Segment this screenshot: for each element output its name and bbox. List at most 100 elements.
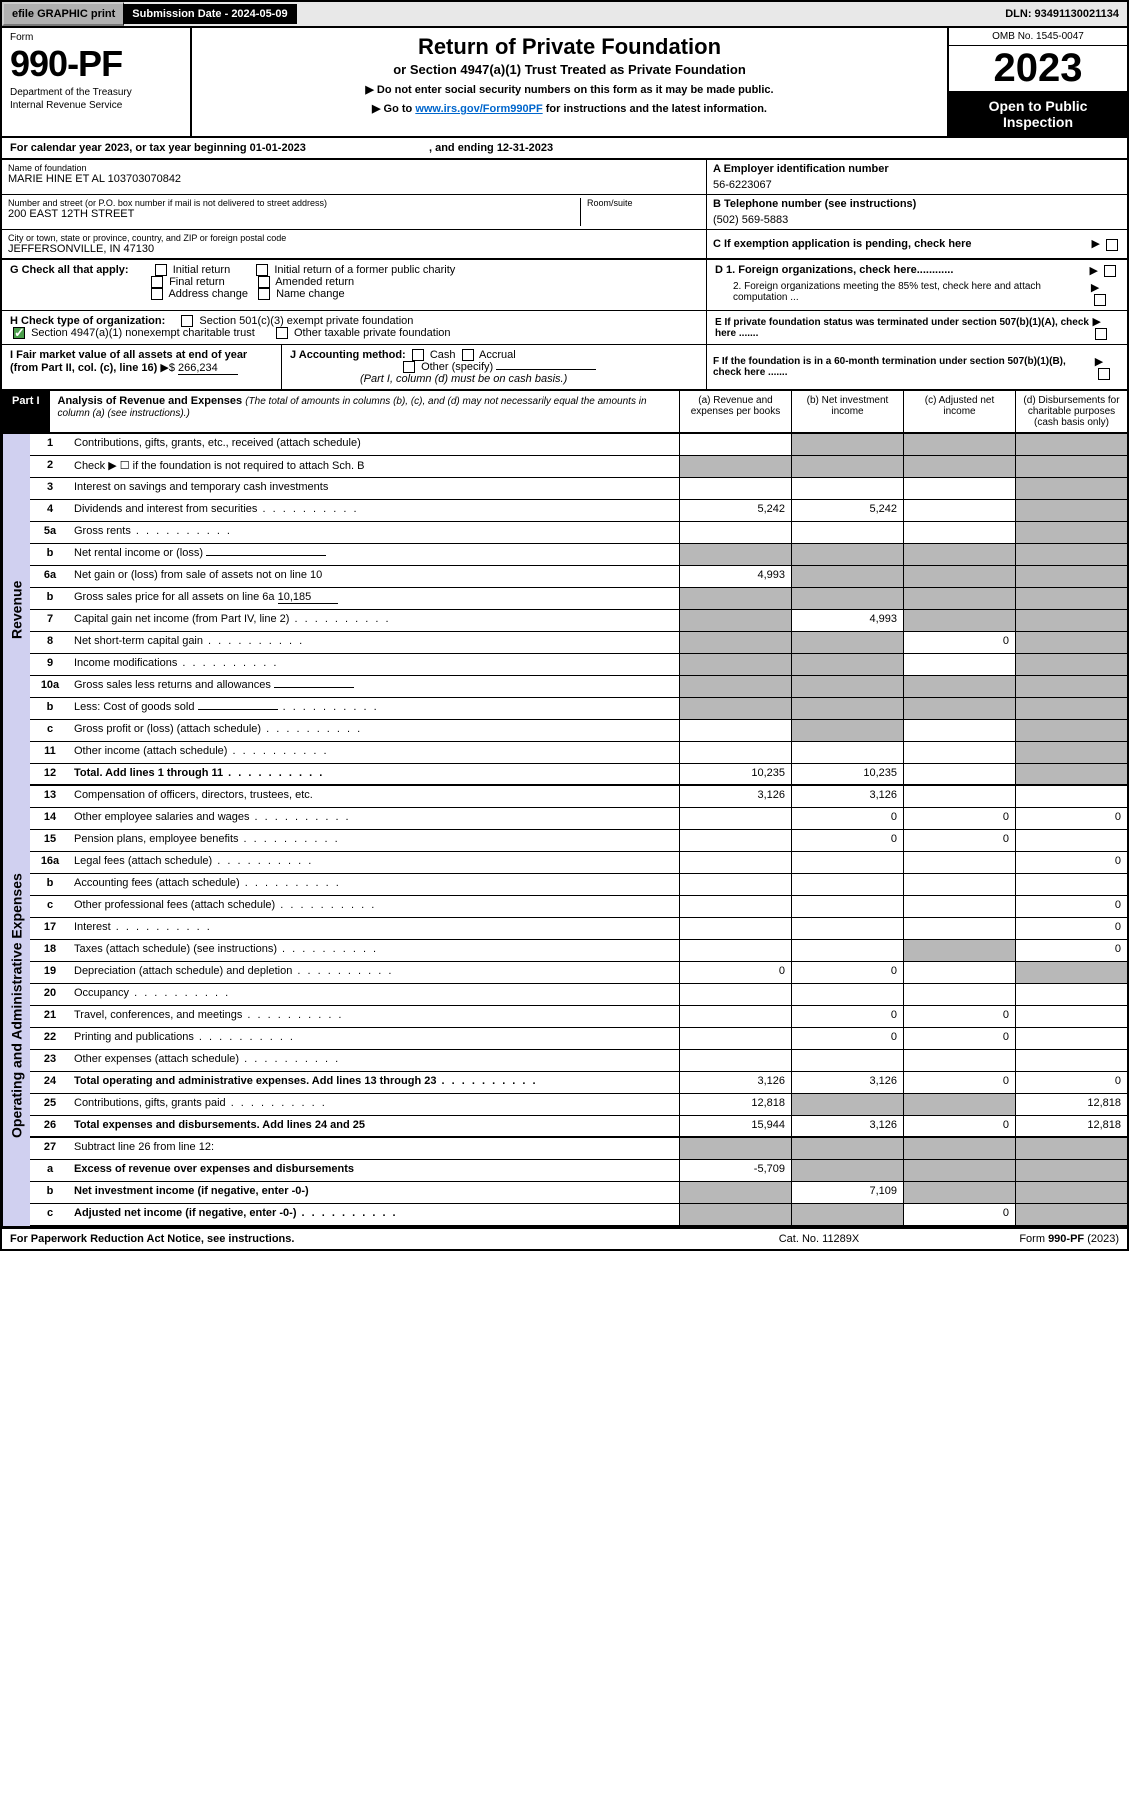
- val-13a: 3,126: [679, 786, 791, 807]
- ein-value: 56-6223067: [713, 179, 1121, 191]
- form-note-ssn: ▶ Do not enter social security numbers o…: [202, 83, 937, 96]
- form-title: Return of Private Foundation: [202, 34, 937, 60]
- line-27: Subtract line 26 from line 12:: [70, 1138, 679, 1159]
- top-bar: efile GRAPHIC print Submission Date - 20…: [0, 0, 1129, 28]
- line-19: Depreciation (attach schedule) and deple…: [70, 962, 679, 983]
- val-4a: 5,242: [679, 500, 791, 521]
- h-4947[interactable]: [13, 327, 25, 339]
- phone-value: (502) 569-5883: [713, 214, 1121, 226]
- val-21b: 0: [791, 1006, 903, 1027]
- d2-checkbox[interactable]: [1094, 294, 1106, 306]
- f-checkbox[interactable]: [1098, 368, 1110, 380]
- val-6b-sales: 10,185: [278, 591, 338, 604]
- cal-end: , and ending 12-31-2023: [429, 142, 553, 154]
- d1-label: D 1. Foreign organizations, check here..…: [715, 264, 953, 277]
- form-note-link: ▶ Go to www.irs.gov/Form990PF for instru…: [202, 102, 937, 115]
- j-other[interactable]: [403, 361, 415, 373]
- part1-title: Analysis of Revenue and Expenses: [58, 395, 243, 407]
- val-26a: 15,944: [679, 1116, 791, 1136]
- cal-begin: For calendar year 2023, or tax year begi…: [10, 142, 306, 154]
- line-14: Other employee salaries and wages: [70, 808, 679, 829]
- d2-label: 2. Foreign organizations meeting the 85%…: [715, 281, 1091, 306]
- street-address: 200 EAST 12TH STREET: [8, 208, 580, 220]
- line-2: Check ▶ ☐ if the foundation is not requi…: [70, 456, 679, 477]
- j-label: J Accounting method:: [290, 349, 406, 361]
- h-other-taxable[interactable]: [276, 327, 288, 339]
- form-header: Form 990-PF Department of the Treasury I…: [0, 28, 1129, 138]
- line-10a: Gross sales less returns and allowances: [70, 676, 679, 697]
- line-3: Interest on savings and temporary cash i…: [70, 478, 679, 499]
- line-15: Pension plans, employee benefits: [70, 830, 679, 851]
- val-8c: 0: [903, 632, 1015, 653]
- col-b-header: (b) Net investment income: [791, 391, 903, 432]
- city-label: City or town, state or province, country…: [8, 233, 700, 243]
- val-22b: 0: [791, 1028, 903, 1049]
- g-final-return[interactable]: [151, 276, 163, 288]
- c-label: C If exemption application is pending, c…: [713, 238, 972, 250]
- line-8: Net short-term capital gain: [70, 632, 679, 653]
- line-23: Other expenses (attach schedule): [70, 1050, 679, 1071]
- foundation-name: MARIE HINE ET AL 103703070842: [8, 173, 700, 185]
- name-ein-row: Name of foundation MARIE HINE ET AL 1037…: [0, 160, 1129, 195]
- h-e-row: H Check type of organization: Section 50…: [0, 311, 1129, 345]
- line-6b: Gross sales price for all assets on line…: [70, 588, 679, 609]
- g-initial-public[interactable]: [256, 264, 268, 276]
- line-11: Other income (attach schedule): [70, 742, 679, 763]
- j-other-label: Other (specify): [421, 361, 493, 373]
- e-checkbox[interactable]: [1095, 328, 1107, 340]
- g-opt-4: Amended return: [275, 276, 354, 288]
- val-27bb: 7,109: [791, 1182, 903, 1203]
- j-accrual[interactable]: [462, 349, 474, 361]
- efile-print-button[interactable]: efile GRAPHIC print: [2, 2, 124, 26]
- val-25a: 12,818: [679, 1094, 791, 1115]
- d1-checkbox[interactable]: [1104, 265, 1116, 277]
- h-opt-3: Other taxable private foundation: [294, 327, 451, 339]
- j-cash[interactable]: [412, 349, 424, 361]
- line-6a: Net gain or (loss) from sale of assets n…: [70, 566, 679, 587]
- val-12b: 10,235: [791, 764, 903, 784]
- tax-year: 2023: [949, 46, 1127, 92]
- line-10b: Less: Cost of goods sold: [70, 698, 679, 719]
- line-17: Interest: [70, 918, 679, 939]
- form-number: 990-PF: [10, 43, 182, 85]
- g-opt-0: Initial return: [173, 264, 230, 276]
- line-5b: Net rental income or (loss): [70, 544, 679, 565]
- line-20: Occupancy: [70, 984, 679, 1005]
- val-15c: 0: [903, 830, 1015, 851]
- g-opt-2: Address change: [168, 288, 248, 300]
- g-name-change[interactable]: [258, 288, 270, 300]
- val-22c: 0: [903, 1028, 1015, 1049]
- g-initial-return[interactable]: [155, 264, 167, 276]
- g-amended[interactable]: [258, 276, 270, 288]
- val-4b: 5,242: [791, 500, 903, 521]
- val-18d: 0: [1015, 940, 1127, 961]
- val-21c: 0: [903, 1006, 1015, 1027]
- fmv-value: 266,234: [178, 362, 238, 375]
- city-c-row: City or town, state or province, country…: [0, 230, 1129, 260]
- c-checkbox[interactable]: [1106, 239, 1118, 251]
- city-value: JEFFERSONVILLE, IN 47130: [8, 243, 700, 255]
- line-7: Capital gain net income (from Part IV, l…: [70, 610, 679, 631]
- val-27cc: 0: [903, 1204, 1015, 1225]
- f-label: F If the foundation is in a 60-month ter…: [713, 356, 1095, 378]
- line-27b: Net investment income (if negative, ente…: [70, 1182, 679, 1203]
- val-14d: 0: [1015, 808, 1127, 829]
- line-24: Total operating and administrative expen…: [70, 1072, 679, 1093]
- irs-link[interactable]: www.irs.gov/Form990PF: [415, 103, 542, 115]
- g-d-row: G Check all that apply: Initial return I…: [0, 260, 1129, 311]
- val-17d: 0: [1015, 918, 1127, 939]
- g-opt-3: Initial return of a former public charit…: [274, 264, 455, 276]
- g-opt-5: Name change: [276, 288, 345, 300]
- expenses-side-label: Operating and Administrative Expenses: [2, 786, 30, 1226]
- part1-badge: Part I: [2, 391, 50, 432]
- addr-label: Number and street (or P.O. box number if…: [8, 198, 580, 208]
- cat-no: Cat. No. 11289X: [719, 1233, 919, 1245]
- h-501c3[interactable]: [181, 315, 193, 327]
- form-footer-label: Form 990-PF (2023): [919, 1233, 1119, 1245]
- g-address-change[interactable]: [151, 288, 163, 300]
- val-26c: 0: [903, 1116, 1015, 1136]
- val-26d: 12,818: [1015, 1116, 1127, 1136]
- dept-treasury: Department of the Treasury: [10, 87, 182, 98]
- calendar-year-row: For calendar year 2023, or tax year begi…: [0, 138, 1129, 160]
- line-27c: Adjusted net income (if negative, enter …: [70, 1204, 679, 1225]
